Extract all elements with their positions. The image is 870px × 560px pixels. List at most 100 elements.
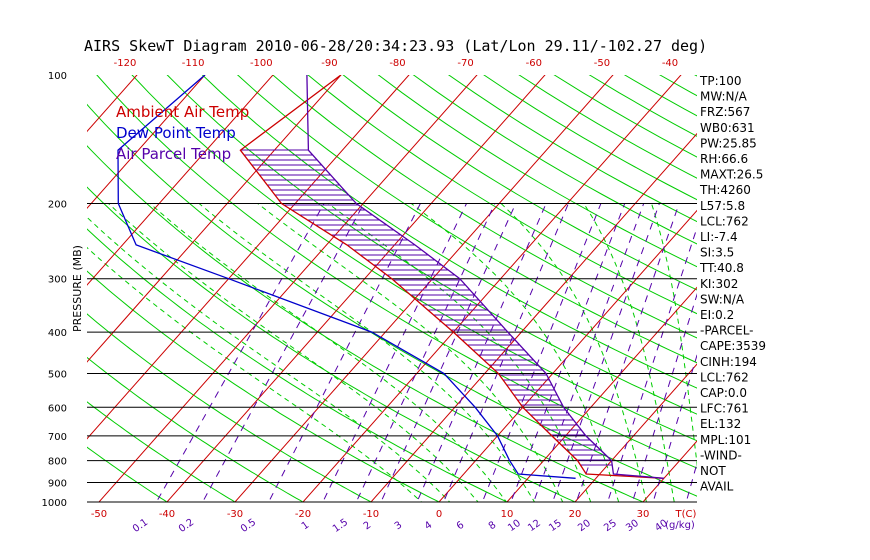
bottom-temp-tick-label: -10 — [363, 509, 379, 520]
dry-adiabat-line — [377, 75, 697, 268]
dry-adiabat-line — [694, 75, 697, 77]
pressure-tick-label: 200 — [48, 200, 67, 211]
mixing-ratio-unit-label: (g/kg) — [665, 520, 695, 531]
pressure-tick-label: 300 — [48, 275, 67, 286]
legend-entry: Ambient Air Temp — [116, 103, 249, 121]
stability-index-text: RH:66.6 — [700, 152, 748, 166]
isotherm-line — [166, 75, 546, 502]
top-temp-tick-label: -90 — [321, 58, 337, 69]
pressure-tick-label: 100 — [48, 71, 67, 82]
dry-adiabat-line — [87, 145, 645, 502]
moist-adiabat-line — [327, 203, 592, 502]
isotherm-line — [87, 75, 410, 440]
top-temp-tick-label: -110 — [182, 58, 205, 69]
mixing-ratio-line — [322, 203, 467, 502]
mixing-ratio-label: 2 — [362, 520, 374, 533]
dry-adiabat-line — [307, 75, 697, 315]
moist-adiabat-line — [257, 203, 564, 502]
stability-index-text: TP:100 — [699, 74, 742, 88]
isotherm-line — [370, 132, 697, 502]
mixing-ratio-label: 20 — [576, 518, 593, 534]
dry-adiabat-line — [87, 401, 236, 502]
mixing-ratio-label: 12 — [526, 518, 543, 534]
mixing-ratio-label: 0.1 — [131, 517, 150, 535]
plot-background-lines — [0, 56, 870, 512]
mixing-ratio-label: 1 — [300, 520, 312, 533]
stability-index-text: TH:4260 — [699, 183, 751, 197]
top-temp-tick-label: -50 — [594, 58, 610, 69]
stability-index-text: MAXT:26.5 — [700, 168, 763, 182]
y-axis-label: PRESSURE (MB) — [71, 245, 84, 332]
legend-entry: Air Parcel Temp — [116, 145, 231, 163]
stability-index-text: LCL:762 — [700, 214, 749, 228]
pressure-tick-label: 500 — [48, 370, 67, 381]
isotherm-line — [302, 75, 682, 502]
mixing-ratio-label: 4 — [423, 520, 435, 533]
mixing-ratio-line — [155, 203, 325, 502]
stability-index-text: TT:40.8 — [699, 261, 744, 275]
stability-index-text: CAP:0.0 — [700, 386, 747, 400]
stability-index-text: -PARCEL- — [700, 324, 754, 338]
moist-adiabat-line — [583, 203, 675, 502]
moist-adiabat-line — [198, 203, 536, 502]
moist-adiabat-line — [651, 203, 697, 468]
pressure-tick-label: 800 — [48, 457, 67, 468]
bottom-temp-tick-label: -40 — [159, 509, 175, 520]
bottom-temp-tick-label: 20 — [569, 509, 582, 520]
mixing-ratio-label: 6 — [455, 520, 467, 533]
dry-adiabat-line — [798, 56, 870, 512]
bottom-temp-tick-label: -30 — [227, 509, 243, 520]
dry-adiabat-line — [342, 75, 697, 291]
mixing-ratio-label: 30 — [624, 518, 641, 534]
stability-index-text: CINH:194 — [700, 355, 757, 369]
moist-adiabat-line — [149, 203, 507, 502]
stability-index-text: SI:3.5 — [700, 246, 734, 260]
legend: Ambient Air Temp Dew Point Temp Air Parcel… — [116, 103, 249, 163]
mixing-ratio-label: 1.5 — [331, 517, 350, 535]
dry-adiabat-line — [96, 75, 697, 469]
legend-entry: Dew Point Temp — [116, 124, 236, 142]
stability-index-text: NOT — [700, 464, 726, 478]
stability-index-text: MW:N/A — [700, 90, 748, 104]
stability-index-text: LI:-7.4 — [700, 230, 738, 244]
mixing-ratio-line — [380, 203, 517, 502]
stability-index-text: MPL:101 — [700, 433, 751, 447]
dry-adiabat-line — [412, 75, 697, 245]
dry-adiabat-line — [518, 75, 697, 179]
mixing-ratio-line — [607, 226, 697, 502]
top-temp-tick-label: -120 — [114, 58, 137, 69]
top-temp-tick-label: -100 — [250, 58, 273, 69]
dry-adiabat-line — [272, 75, 697, 339]
mixing-ratio-label: 15 — [547, 518, 564, 534]
mixing-ratio-line — [533, 203, 645, 502]
mixing-ratio-label: 10 — [506, 518, 523, 534]
mixing-ratio-line — [552, 203, 660, 502]
isotherm-line — [438, 209, 697, 502]
dew-point-temp-line — [117, 75, 576, 479]
stability-index-text: -WIND- — [700, 448, 742, 462]
mixing-ratio-line — [652, 353, 697, 502]
mixing-ratio-line — [481, 203, 602, 502]
air-parcel-temp-line — [306, 75, 665, 479]
stability-index-text: AVAIL — [700, 480, 734, 494]
isotherm-line — [574, 363, 697, 502]
stability-index-text: KI:302 — [700, 277, 738, 291]
bottom-temp-tick-label: 30 — [637, 509, 650, 520]
dry-adiabat-line — [131, 75, 697, 442]
stability-index-text: PW:25.85 — [700, 136, 757, 150]
pressure-tick-label: 600 — [48, 403, 67, 414]
mixing-ratio-line — [416, 203, 547, 502]
top-temp-tick-label: -80 — [389, 58, 405, 69]
stability-index-text: SW:N/A — [700, 292, 745, 306]
cape-hatching — [240, 149, 613, 466]
mixing-ratio-label: 8 — [487, 520, 499, 533]
stability-index-text: LFC:761 — [700, 402, 749, 416]
mixing-ratio-label: 25 — [602, 518, 619, 534]
stability-index-text: CAPE:3539 — [700, 339, 766, 353]
isobars — [87, 203, 697, 503]
isotherm-line — [0, 56, 18, 512]
dry-adiabat-line — [87, 356, 305, 502]
pressure-tick-label: 900 — [48, 479, 67, 490]
dry-adiabat-line — [87, 446, 168, 502]
